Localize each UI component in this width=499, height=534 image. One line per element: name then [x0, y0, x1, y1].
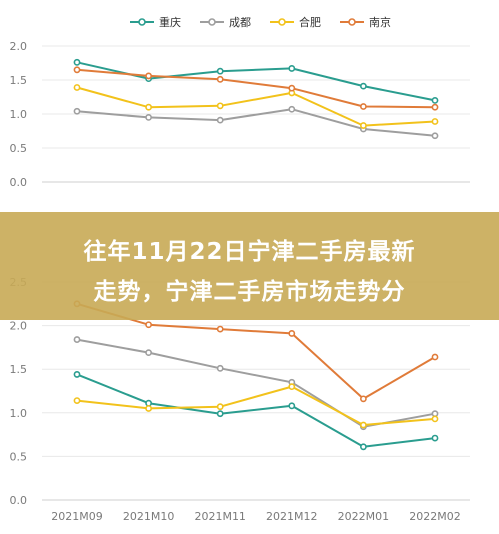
chart2-series-1-point [216, 364, 224, 372]
chart1-series-3-point [431, 103, 439, 111]
chart2-xtick-label: 2021M11 [194, 510, 245, 523]
chart1-series-1-point [216, 116, 224, 124]
chart1-series-2-point [145, 103, 152, 111]
chart2-series-0-point [431, 353, 439, 361]
chart2-ytick-label: 2.0 [10, 320, 28, 333]
chart1-series-1-point [145, 114, 152, 121]
chart2-series-line-0 [76, 302, 436, 400]
chart2-series-3-point [359, 421, 367, 429]
chart1-series-2-point [431, 118, 439, 125]
chart1-series-line-0 [76, 61, 436, 102]
chart1-series-3-point [216, 75, 224, 83]
chart2-series-2-point [145, 399, 152, 407]
chart2-xtick-label: 2021M12 [266, 510, 317, 523]
chart2-series-2-point [431, 434, 439, 442]
chart2-series-3-point [73, 397, 81, 404]
chart2-series-2-point [73, 371, 81, 378]
chart2-series-1-point [73, 336, 81, 343]
banner-title-line-2: 走势，宁津二手房市场走势分 [93, 279, 406, 305]
chart1-series-0-point [359, 82, 367, 90]
chart1-series-0-point [431, 97, 439, 104]
legend-label-2: 合肥 [299, 15, 321, 29]
chart2-series-0-point [145, 321, 152, 329]
chart2-ytick-label: 1.0 [10, 407, 28, 420]
chart2-series-3-point [216, 403, 224, 411]
chart2-series-3-point [431, 415, 439, 423]
chart2-xtick-label: 2021M09 [51, 510, 102, 523]
chart1-ytick-label: 1.5 [10, 74, 28, 87]
legend-label-0: 重庆 [159, 15, 181, 29]
chart2-series-1-point [431, 410, 439, 418]
chart1-series-2-point [73, 84, 81, 91]
chart1-ytick-label: 1.0 [10, 108, 28, 121]
legend-marker-3 [348, 18, 356, 26]
chart1-series-2-point [216, 102, 224, 110]
chart2-ytick-label: 0.5 [10, 450, 28, 463]
banner-title-line-1: 往年11月22日宁津二手房最新 [83, 239, 416, 265]
chart2-series-2-point [216, 410, 224, 418]
chart2-series-1-point [145, 349, 152, 357]
chart1-series-3-point [359, 103, 367, 110]
chart1-ytick-label: 0.0 [10, 176, 28, 189]
chart2-series-2-point [359, 443, 367, 451]
chart2-series-3-point [288, 383, 296, 391]
chart1-series-3-point [145, 72, 152, 80]
chart1-series-1-point [73, 107, 81, 115]
chart1-series-3-point [288, 84, 296, 92]
chart1-series-2-point [359, 122, 367, 129]
title-banner: 往年11月22日宁津二手房最新 走势，宁津二手房市场走势分 [0, 212, 499, 320]
chart2-series-2-point [288, 402, 296, 410]
chart1-series-3-point [73, 66, 81, 74]
chart2-series-3-point [145, 405, 152, 412]
chart1-ytick-label: 2.0 [10, 40, 28, 53]
chart1-series-line-3 [76, 68, 436, 109]
chart2-xtick-label: 2022M01 [338, 510, 389, 523]
chart1-series-line-2 [76, 86, 436, 127]
chart2-series-0-point [288, 330, 296, 337]
chart1-series-1-point [288, 105, 296, 113]
legend-label-3: 南京 [369, 15, 391, 29]
chart2-series-line-1 [76, 338, 436, 428]
legend-label-1: 成都 [229, 16, 251, 29]
legend-marker-2 [278, 18, 286, 26]
chart1-series-0-point [216, 67, 224, 75]
chart2-xtick-label: 2022M02 [409, 510, 460, 523]
chart1-series-0-point [73, 58, 81, 66]
chart1-ytick-label: 0.5 [10, 142, 28, 155]
chart1-series-line-1 [76, 108, 436, 137]
chart2-series-0-point [216, 325, 224, 333]
chart2-ytick-label: 0.0 [10, 494, 28, 507]
chart2-xtick-label: 2021M10 [123, 510, 174, 523]
chart2-series-line-3 [76, 385, 436, 426]
legend-marker-1 [208, 18, 216, 26]
chart2-series-line-2 [76, 373, 436, 448]
chart2-series-0-point [359, 395, 367, 403]
chart1-series-0-point [288, 65, 296, 72]
chart2-ytick-label: 1.5 [10, 363, 28, 376]
chart1-series-1-point [431, 132, 439, 140]
legend-marker-0 [138, 18, 146, 26]
